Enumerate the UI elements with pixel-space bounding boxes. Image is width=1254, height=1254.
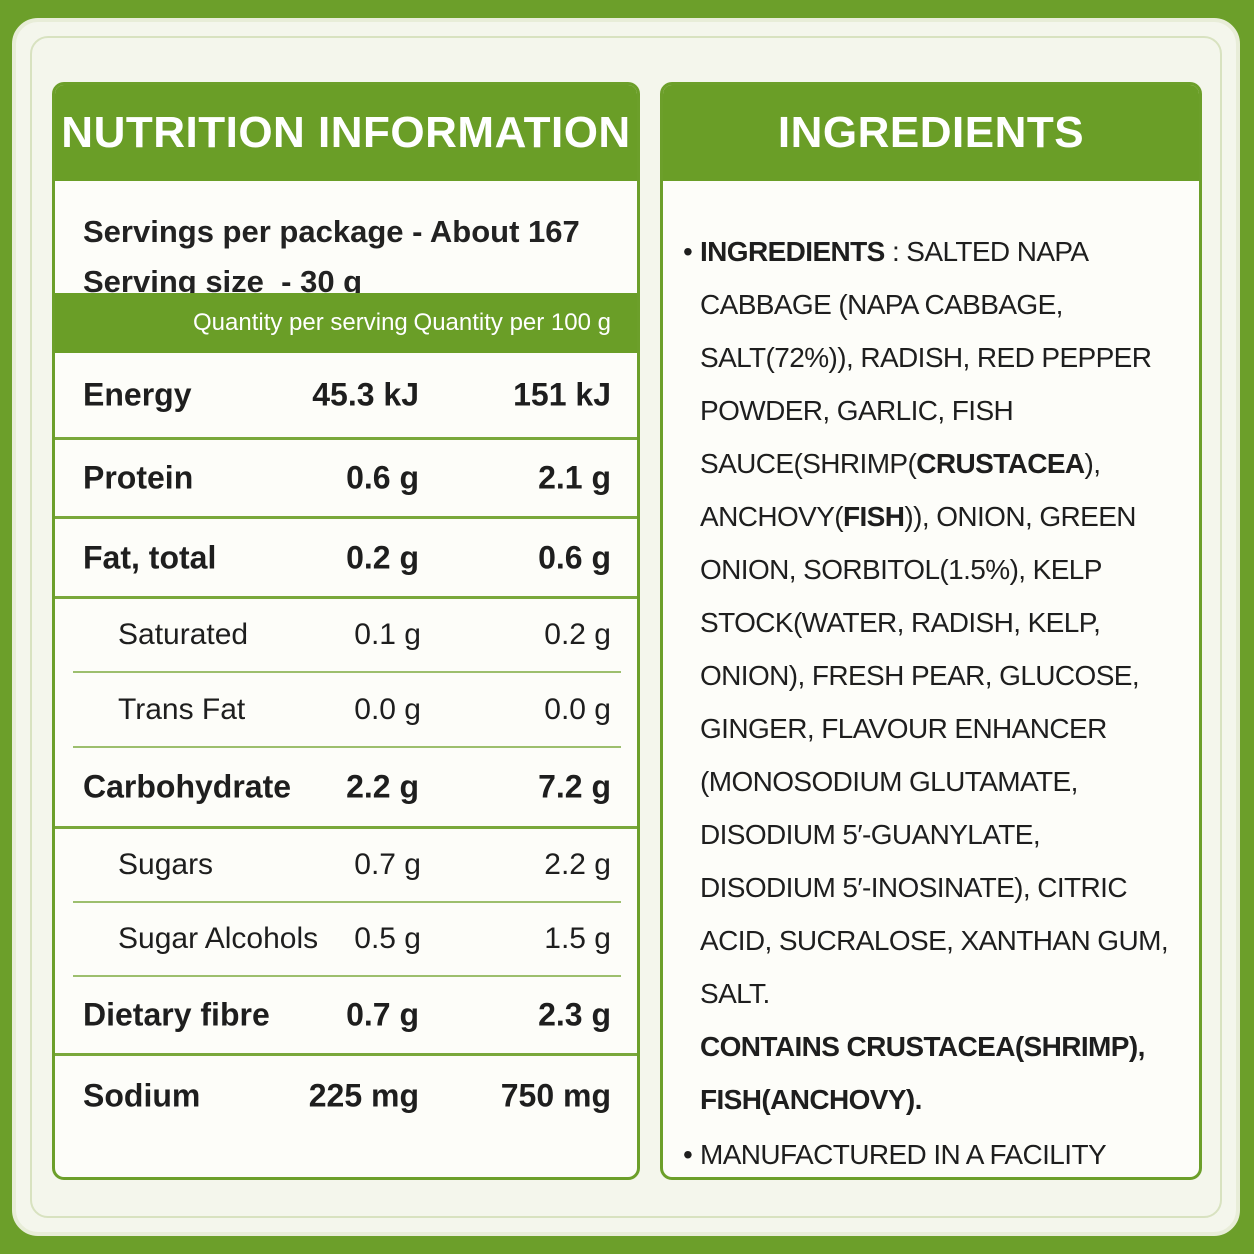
column-label: Quantity per 100 g — [413, 309, 611, 336]
nutrition-title: NUTRITION INFORMATION — [55, 85, 637, 181]
nutrition-rows: Energy 45.3 kJ 151 kJ Protein 0.6 g 2.1 g Fat,… — [55, 353, 637, 1136]
servings: Servings per package - About 167 — [83, 214, 580, 249]
per-serving: 0.2 g — [346, 539, 419, 575]
bold-text: CONTAINS CRUSTACEA(SHRIMP), FISH(ANCHOVY… — [700, 1031, 1145, 1115]
serving-info: Servings per package - About 167 Serving… — [55, 181, 637, 299]
per-100g: 0.6 g — [538, 539, 611, 575]
nutrition-panel: NUTRITION INFORMATION Servings per packa… — [52, 82, 640, 1180]
per-100g: 2.1 g — [538, 459, 611, 496]
ingredients-list: INGREDIENTS : SALTED NAPA CABBAGE (NAPA … — [663, 181, 1199, 1177]
per-100g: 2.3 g — [538, 996, 611, 1033]
nutrient-name: Sugar Alcohols — [118, 922, 319, 955]
nutrient-name: Fat, total — [83, 539, 217, 575]
ingredient-item: MANUFACTURED IN A FACILITY THAT ALSO PRO… — [683, 1134, 1169, 1177]
nutrition-row: Trans Fat 0.0 g 0.0 g — [73, 673, 621, 748]
nutrient-name: Dietary fibre — [83, 996, 270, 1033]
text: : SALTED NAPA CABBAGE (NAPA CABBAGE, SAL… — [700, 236, 1152, 479]
per-100g: 0.0 g — [544, 692, 611, 726]
nutrition-row: Sodium 225 mg 750 mg — [55, 1056, 637, 1136]
nutrient-name: Trans Fat — [118, 692, 246, 726]
text: ), ANCHOVY( — [700, 448, 1101, 532]
nutrition-row: Dietary fibre 0.7 g 2.3 g — [55, 977, 637, 1056]
ingredients-panel: INGREDIENTS INGREDIENTS : SALTED NAPA CA… — [660, 82, 1202, 1180]
per-serving: 0.7 g — [346, 996, 419, 1033]
per-100g: 1.5 g — [544, 922, 611, 955]
nutrition-row: Sugar Alcohols 0.5 g 1.5 g — [73, 903, 621, 977]
nutrition-row: Sugars 0.7 g 2.2 g — [73, 829, 621, 903]
nutrition-row: Carbohydrate 2.2 g 7.2 g — [55, 748, 637, 829]
per-100g: 2.2 g — [544, 848, 611, 881]
nutrition-row: Protein 0.6 g 2.1 g — [55, 440, 637, 519]
nutrient-name: Protein — [83, 459, 194, 496]
nutrient-name: Carbohydrate — [83, 768, 292, 805]
nutrient-name: Sodium — [83, 1077, 201, 1114]
nutrient-name: Sugars — [118, 848, 214, 881]
per-100g: 750 mg — [500, 1077, 611, 1114]
per-serving: 2.2 g — [346, 768, 419, 805]
bold-text: FISH — [843, 501, 905, 532]
per-serving: 45.3 kJ — [312, 376, 419, 413]
bold-text: CRUSTACEA — [916, 448, 1085, 479]
per-serving: 0.1 g — [354, 618, 421, 651]
per-serving: 225 mg — [308, 1077, 419, 1114]
nutrition-row: Energy 45.3 kJ 151 kJ — [55, 353, 637, 440]
inner-border — [30, 36, 1222, 1218]
per-serving: 0.6 g — [346, 459, 419, 496]
ingredient-item: INGREDIENTS : SALTED NAPA CABBAGE (NAPA … — [683, 225, 1169, 1126]
nutrition-row: Saturated 0.1 g 0.2 g — [73, 599, 621, 673]
column-header: Quantity per serving Quantity per 100 g — [55, 293, 637, 353]
text: )), ONION, GREEN ONION, SORBITOL(1.5%), … — [700, 501, 1169, 1009]
ingredients-title: INGREDIENTS — [663, 85, 1199, 181]
per-100g: 7.2 g — [538, 768, 611, 805]
per-100g: 151 kJ — [513, 376, 611, 413]
per-serving: 0.7 g — [354, 848, 421, 881]
nutrient-name: Saturated — [118, 618, 249, 651]
bold-text: INGREDIENTS — [700, 236, 885, 267]
nutrient-name: Energy — [83, 376, 192, 413]
per-serving: 0.5 g — [354, 922, 421, 955]
nutrition-row: Fat, total 0.2 g 0.6 g — [55, 519, 637, 599]
per-serving: 0.0 g — [354, 692, 421, 726]
per-100g: 0.2 g — [544, 618, 611, 651]
text: MANUFACTURED IN A FACILITY THAT ALSO PRO… — [700, 1139, 1106, 1170]
column-label: Quantity per serving — [193, 309, 408, 336]
